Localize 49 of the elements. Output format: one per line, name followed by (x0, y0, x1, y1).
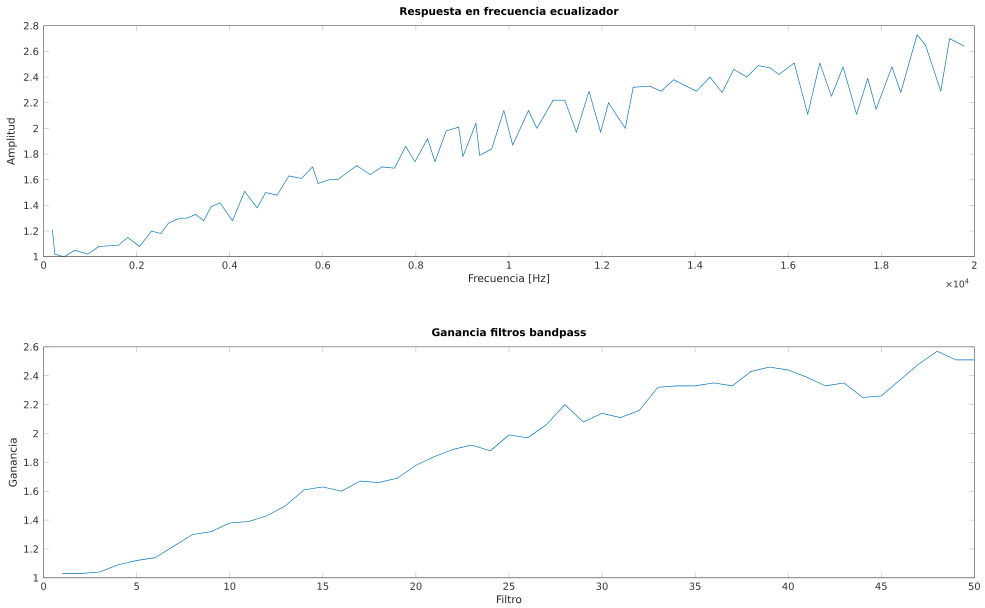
x-tick-label: 0.4 (222, 262, 238, 270)
x-tick-label: 0 (41, 582, 46, 590)
y-tick-label: 1.2 (24, 545, 38, 553)
y-tick-label: 2.2 (24, 99, 38, 107)
x-tick-label: 1.2 (595, 262, 609, 269)
x-tick-label: 5 (134, 582, 139, 590)
y-tick-label: 1.8 (24, 150, 38, 158)
y-tick-label: 1.2 (24, 228, 38, 235)
y-tick-label: 1 (34, 253, 38, 260)
y-tick-label: 1.4 (24, 202, 38, 210)
y-axis-title: Ganancia (8, 438, 17, 487)
y-tick-label: 2 (33, 430, 38, 438)
y-tick-label: 2.6 (24, 343, 38, 351)
y-tick-label: 1.4 (24, 516, 38, 524)
x-tick-label: 1.8 (874, 262, 888, 270)
x-tick-label: 0.2 (129, 262, 144, 270)
x-tick-label: 0.6 (316, 262, 330, 270)
chart-title: Respuesta en frecuencia ecualizador (400, 7, 619, 18)
x-tick-label: 10 (224, 582, 236, 590)
x-tick-label: 50 (968, 582, 980, 590)
x-tick-label: 40 (782, 582, 794, 590)
y-tick-label: 1.6 (24, 488, 38, 496)
chart-title: Ganancia filtros bandpass (432, 328, 586, 338)
x-tick-label: 15 (318, 582, 328, 590)
text: ×10$^{4}$ (946, 278, 969, 288)
y-tick-label: 2.4 (24, 74, 38, 81)
y-tick-label: 1.6 (24, 176, 38, 184)
x-tick-label: 20 (410, 582, 422, 590)
y-axis-title: Amplitud (6, 118, 17, 166)
x-axis-title: Filtro (497, 595, 522, 604)
x-tick-label: 30 (596, 582, 608, 590)
y-tick-label: 2.8 (24, 22, 38, 30)
y-tick-label: 2.6 (24, 48, 38, 56)
x-tick-label: 35 (690, 582, 701, 590)
line-series (52, 34, 965, 258)
y-tick-label: 2.4 (24, 372, 38, 380)
x-tick-label: 2 (972, 262, 976, 269)
x-tick-label: 1.6 (781, 262, 796, 270)
x-tick-label: 1.4 (688, 262, 702, 269)
x-axis-title: Frecuencia [Hz] (468, 274, 550, 284)
x-tick-label: 1 (506, 262, 512, 269)
y-tick-label: 2.2 (24, 401, 38, 408)
y-tick-label: 1 (34, 574, 38, 582)
x-tick-label: 45 (875, 582, 887, 590)
y-tick-label: 1.8 (24, 458, 38, 466)
x-tick-label: 0 (41, 262, 46, 270)
x-tick-label: 25 (503, 582, 514, 590)
x-tick-label: 0.8 (408, 262, 424, 270)
y-tick-label: 2 (33, 124, 38, 132)
